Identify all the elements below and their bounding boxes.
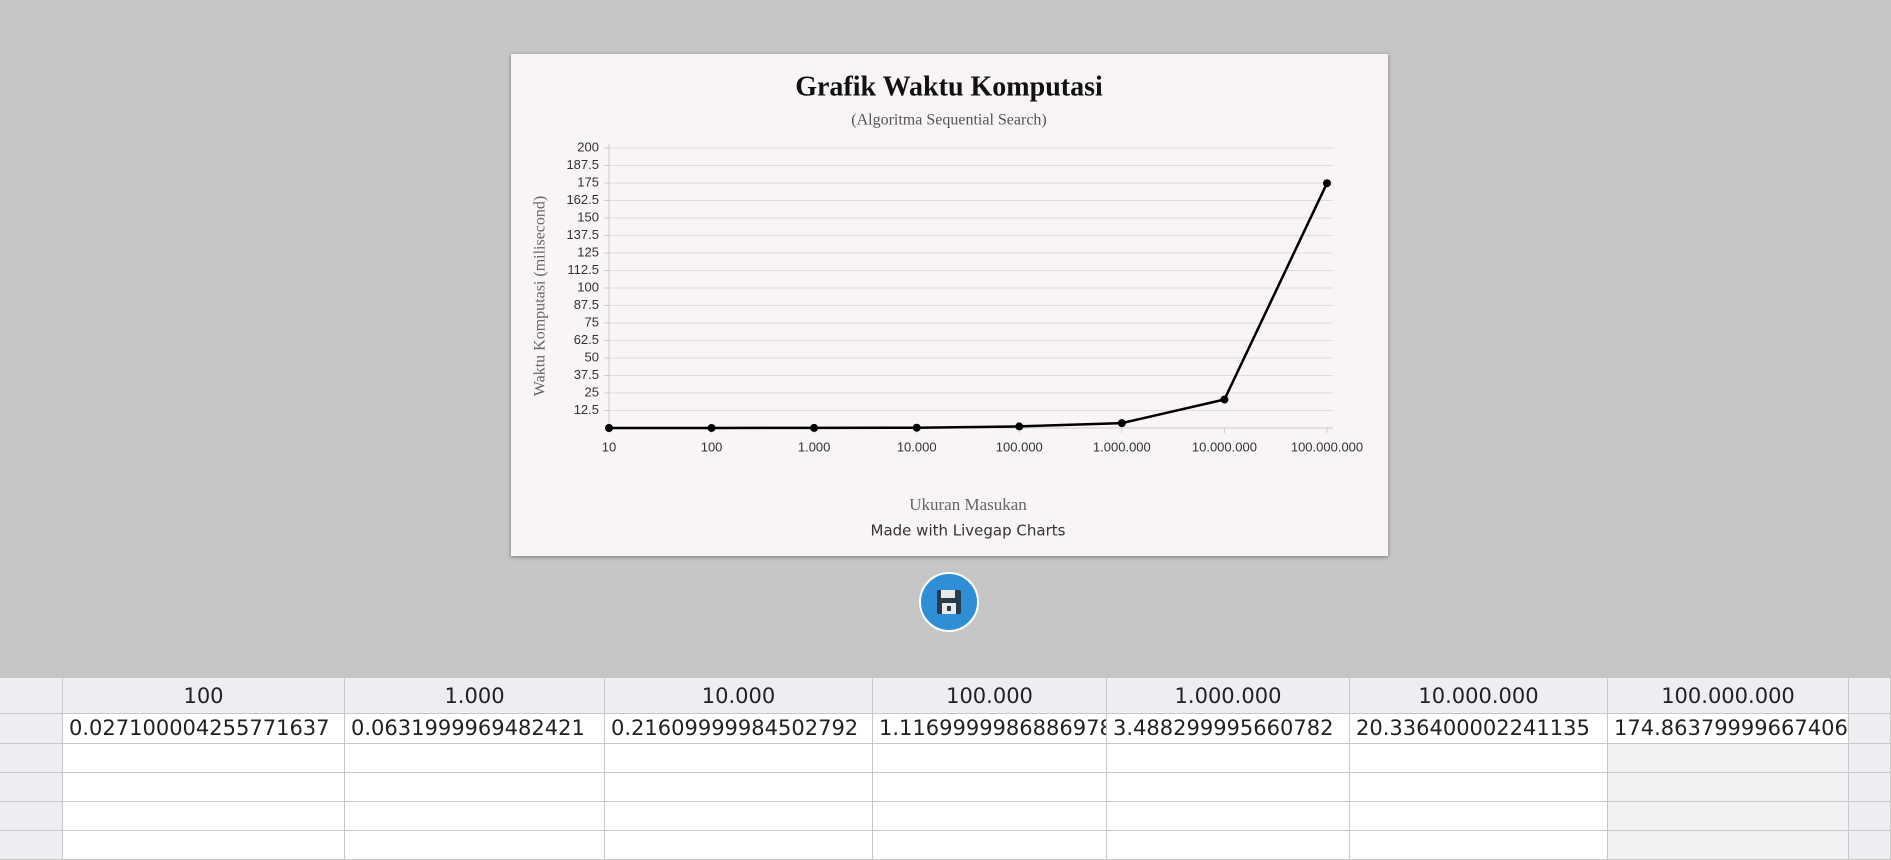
cell[interactable] — [605, 744, 873, 773]
x-tick-label: 100 — [701, 439, 723, 454]
y-tick-label: 150 — [577, 209, 599, 224]
y-tick-label: 37.5 — [574, 367, 599, 382]
x-tick-label: 10.000.000 — [1192, 439, 1257, 454]
cell[interactable] — [345, 744, 605, 773]
y-tick-label: 75 — [585, 314, 599, 329]
cell[interactable] — [345, 773, 605, 802]
y-tick-label: 200 — [577, 139, 599, 154]
cell[interactable] — [1350, 802, 1608, 831]
cell[interactable] — [873, 802, 1107, 831]
y-tick-label: 175 — [577, 174, 599, 189]
cell[interactable] — [873, 744, 1107, 773]
data-point — [912, 423, 921, 432]
column-header[interactable]: 100.000 — [873, 678, 1107, 714]
cell[interactable] — [1350, 773, 1608, 802]
cell[interactable]: 3.488299995660782 — [1107, 714, 1350, 744]
chart-subtitle: (Algoritma Sequential Search) — [851, 112, 1047, 129]
data-point — [707, 423, 716, 432]
cell[interactable] — [1107, 744, 1350, 773]
x-tick-label: 1.000.000 — [1093, 439, 1151, 454]
cell[interactable] — [63, 773, 345, 802]
x-tick-label: 10 — [602, 439, 616, 454]
cell[interactable] — [873, 831, 1107, 860]
cell[interactable] — [1608, 802, 1849, 831]
cell[interactable]: 20.336400002241135 — [1350, 714, 1608, 744]
y-tick-label: 125 — [577, 244, 599, 259]
data-point — [605, 424, 613, 432]
x-tick-label: 1.000 — [798, 439, 831, 454]
cell[interactable] — [0, 831, 63, 860]
column-header[interactable]: 1.000 — [345, 678, 605, 714]
column-header[interactable]: 10.000.000 — [1350, 678, 1608, 714]
y-tick-label: 187.5 — [566, 157, 599, 172]
x-axis-label: Ukuran Masukan — [909, 495, 1027, 514]
y-tick-label: 112.5 — [567, 262, 599, 277]
cell[interactable] — [1608, 744, 1849, 773]
cell[interactable] — [63, 831, 345, 860]
chart: Grafik Waktu Komputasi (Algoritma Sequen… — [532, 71, 1363, 540]
credit: Made with Livegap Charts — [871, 522, 1066, 540]
column-header[interactable] — [0, 678, 63, 714]
cell[interactable]: 0.027100004255771637 — [63, 714, 345, 744]
data-point — [1015, 422, 1024, 431]
data-point — [1117, 419, 1126, 428]
chart-title: Grafik Waktu Komputasi — [795, 71, 1103, 102]
cell[interactable] — [0, 714, 63, 744]
cell[interactable] — [63, 744, 345, 773]
y-tick-label: 87.5 — [574, 297, 599, 312]
cell[interactable] — [0, 802, 63, 831]
cell[interactable] — [1107, 802, 1350, 831]
cell[interactable] — [605, 802, 873, 831]
y-tick-label: 50 — [585, 349, 599, 364]
cell[interactable] — [605, 773, 873, 802]
data-point — [1323, 179, 1331, 188]
x-tick-label: 100.000 — [996, 439, 1043, 454]
cell[interactable] — [1849, 714, 1891, 744]
cell[interactable] — [0, 773, 63, 802]
x-tick-label: 100.000.000 — [1291, 439, 1363, 454]
y-tick-label: 137.5 — [566, 227, 599, 242]
cell[interactable]: 0.21609999984502792 — [605, 714, 873, 744]
cell[interactable] — [1849, 744, 1891, 773]
cell[interactable]: 174.86379999667406 — [1608, 714, 1849, 744]
cell[interactable] — [1107, 831, 1350, 860]
cell[interactable] — [873, 773, 1107, 802]
column-header[interactable]: 10.000 — [605, 678, 873, 714]
save-icon — [937, 590, 961, 614]
column-header[interactable]: 100.000.000 — [1608, 678, 1849, 714]
cell[interactable]: 0.0631999969482421 — [345, 714, 605, 744]
cell[interactable]: 1.1169999986886978 — [873, 714, 1107, 744]
cell[interactable] — [1849, 831, 1891, 860]
y-axis-label: Waktu Komputasi (milisecond) — [532, 196, 549, 396]
cell[interactable] — [1107, 773, 1350, 802]
y-tick-label: 162.5 — [566, 192, 599, 207]
y-tick-label: 100 — [577, 279, 599, 294]
data-point — [810, 423, 819, 432]
cell[interactable] — [1849, 802, 1891, 831]
data-point — [1220, 395, 1229, 404]
y-tick-label: 25 — [585, 384, 599, 399]
cell[interactable] — [1608, 773, 1849, 802]
cell[interactable] — [0, 744, 63, 773]
data-line — [608, 182, 1329, 430]
column-header[interactable]: 1.000.000 — [1107, 678, 1350, 714]
cell[interactable] — [1350, 744, 1608, 773]
column-header[interactable] — [1849, 678, 1891, 714]
chart-card: Grafik Waktu Komputasi (Algoritma Sequen… — [511, 54, 1388, 556]
cell[interactable] — [1608, 831, 1849, 860]
cell[interactable] — [63, 802, 345, 831]
column-header[interactable]: 100 — [63, 678, 345, 714]
save-button[interactable] — [919, 572, 979, 632]
x-tick-label: 10.000 — [897, 439, 937, 454]
cell[interactable] — [345, 802, 605, 831]
y-tick-label: 62.5 — [574, 332, 599, 347]
y-tick-label: 12.5 — [574, 402, 599, 417]
cell[interactable] — [1849, 773, 1891, 802]
cell[interactable] — [345, 831, 605, 860]
